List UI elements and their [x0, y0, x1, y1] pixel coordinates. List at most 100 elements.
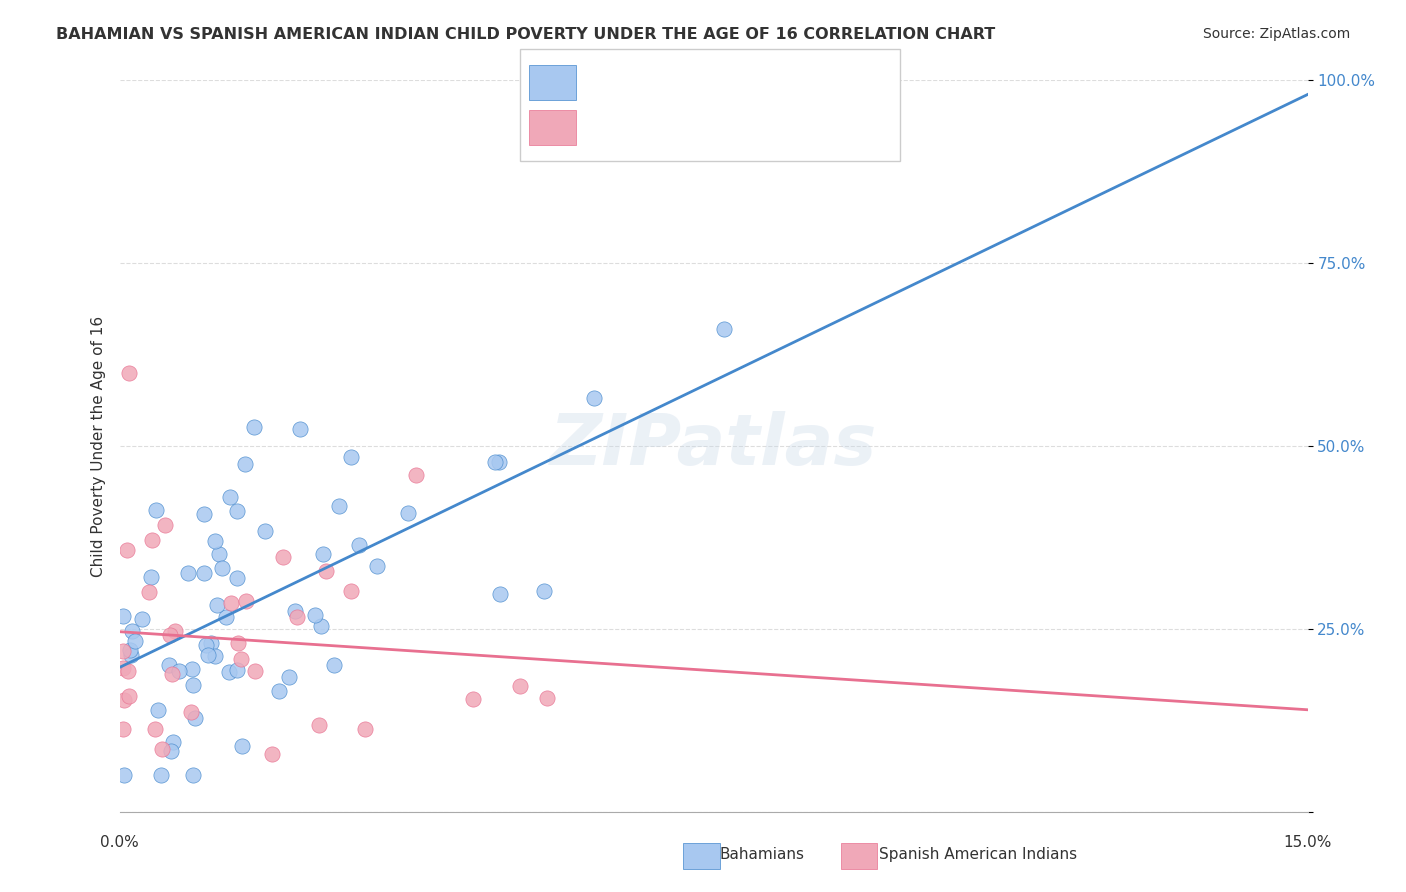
Point: [713, 322, 735, 336]
Text: 0.500: 0.500: [600, 71, 648, 86]
Point: [243, 419, 266, 434]
Point: [285, 610, 308, 624]
Point: [112, 643, 135, 657]
Point: [200, 636, 222, 650]
Point: [204, 534, 226, 549]
Point: [118, 366, 141, 380]
Point: [225, 571, 247, 585]
Point: [583, 392, 606, 406]
Text: BAHAMIAN VS SPANISH AMERICAN INDIAN CHILD POVERTY UNDER THE AGE OF 16 CORRELATIO: BAHAMIAN VS SPANISH AMERICAN INDIAN CHIL…: [56, 27, 995, 42]
Point: [180, 662, 202, 676]
Point: [184, 711, 207, 725]
Text: R =  0.193   N = 33: R = 0.193 N = 33: [541, 116, 690, 130]
Point: [112, 722, 135, 736]
Text: Source: ZipAtlas.com: Source: ZipAtlas.com: [1202, 27, 1350, 41]
Point: [366, 559, 388, 574]
Point: [112, 693, 135, 707]
Point: [284, 604, 307, 618]
Point: [315, 564, 337, 578]
Point: [211, 561, 233, 575]
Point: [155, 517, 177, 532]
Point: [225, 503, 247, 517]
Point: [340, 450, 363, 464]
Y-axis label: Child Poverty Under the Age of 16: Child Poverty Under the Age of 16: [90, 316, 105, 576]
Point: [146, 703, 169, 717]
Point: [145, 502, 167, 516]
Point: [205, 598, 228, 612]
Point: [396, 506, 419, 520]
Point: [143, 722, 166, 736]
Point: [149, 768, 172, 782]
Point: [354, 723, 377, 737]
Point: [162, 735, 184, 749]
Point: [278, 670, 301, 684]
Point: [131, 612, 153, 626]
Point: [197, 648, 219, 662]
Point: [160, 666, 183, 681]
Point: [124, 634, 146, 648]
Point: [181, 768, 204, 782]
Point: [115, 542, 138, 557]
Text: 59: 59: [696, 71, 717, 86]
Point: [308, 717, 330, 731]
Point: [226, 636, 249, 650]
Point: [180, 705, 202, 719]
Point: [117, 664, 139, 678]
Text: R =  0.500   N = 59: R = 0.500 N = 59: [541, 71, 690, 86]
Text: ZIPatlas: ZIPatlas: [550, 411, 877, 481]
Point: [193, 566, 215, 581]
Point: [405, 468, 427, 483]
Point: [488, 455, 510, 469]
Point: [322, 658, 344, 673]
Point: [159, 628, 181, 642]
Text: 15.0%: 15.0%: [1284, 836, 1331, 850]
Text: 0.193: 0.193: [600, 116, 648, 130]
Point: [120, 648, 142, 662]
Point: [150, 741, 173, 756]
Point: [536, 690, 558, 705]
Text: 0.0%: 0.0%: [100, 836, 139, 850]
Point: [218, 665, 240, 680]
Point: [271, 550, 294, 565]
Point: [484, 454, 506, 468]
Point: [138, 585, 160, 599]
Point: [243, 665, 266, 679]
Point: [309, 619, 332, 633]
Point: [253, 524, 276, 538]
Point: [118, 689, 141, 703]
Point: [157, 658, 180, 673]
Text: Bahamians: Bahamians: [720, 847, 804, 862]
Point: [219, 596, 242, 610]
Point: [121, 624, 143, 638]
Point: [204, 649, 226, 664]
Point: [112, 661, 135, 675]
Point: [208, 547, 231, 561]
Point: [167, 664, 190, 678]
Point: [226, 663, 249, 677]
Point: [193, 508, 215, 522]
Point: [312, 547, 335, 561]
Point: [163, 624, 186, 639]
Point: [195, 638, 218, 652]
Point: [260, 747, 283, 761]
Point: [489, 587, 512, 601]
Point: [235, 594, 257, 608]
Point: [288, 422, 311, 436]
Point: [509, 679, 531, 693]
Point: [235, 457, 257, 471]
Point: [533, 583, 555, 598]
Point: [463, 692, 485, 706]
Point: [349, 538, 371, 552]
Point: [267, 684, 290, 698]
Point: [218, 491, 240, 505]
Text: 33: 33: [696, 116, 717, 130]
Text: Spanish American Indians: Spanish American Indians: [879, 847, 1077, 862]
Point: [215, 609, 238, 624]
Point: [231, 652, 253, 666]
Point: [177, 566, 200, 580]
Point: [141, 533, 163, 547]
Point: [112, 768, 135, 782]
Point: [304, 607, 326, 622]
Point: [181, 678, 204, 692]
Point: [159, 744, 181, 758]
